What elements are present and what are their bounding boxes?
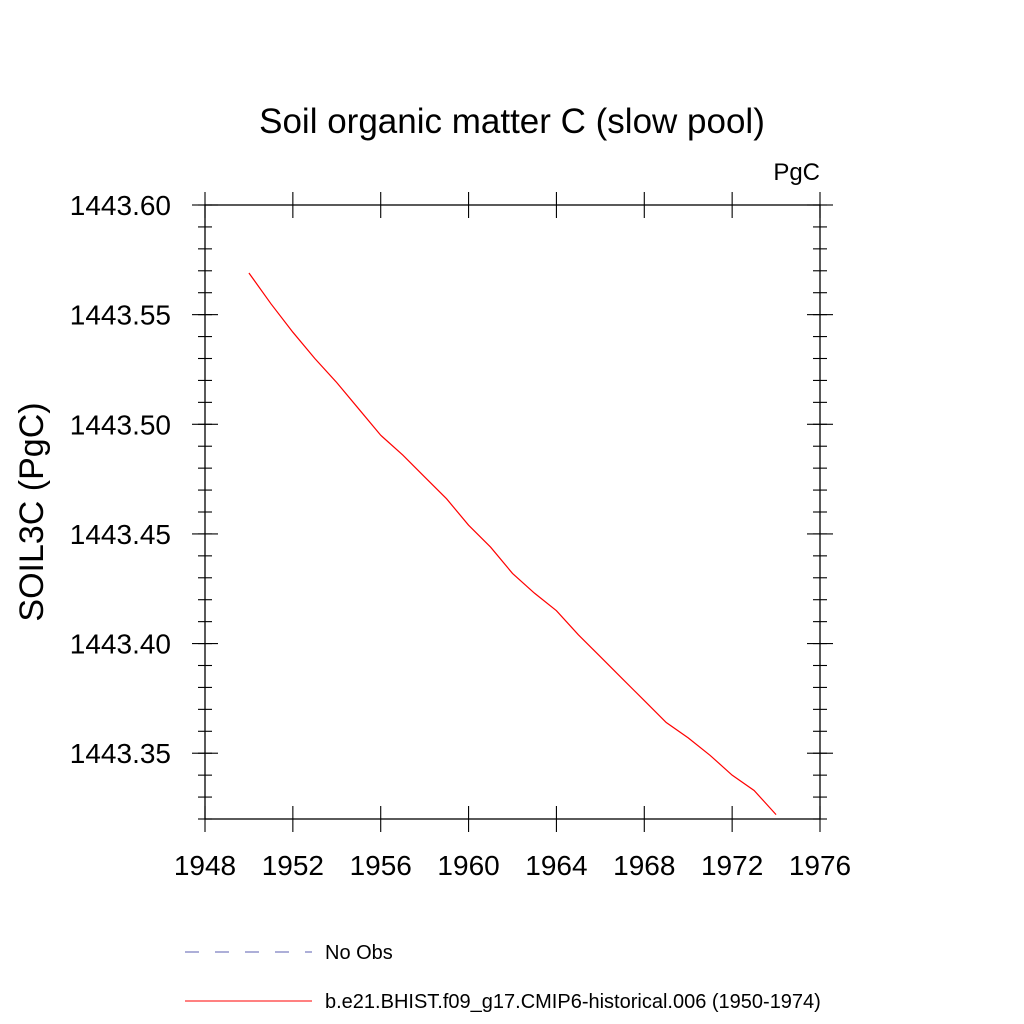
x-tick-label: 1956 <box>350 850 412 881</box>
series-lines <box>248 272 777 816</box>
axis-ticks <box>192 192 833 832</box>
legend: No Obs b.e21.BHIST.f09_g17.CMIP6-historic… <box>185 942 821 1013</box>
x-tick-label: 1952 <box>262 850 324 881</box>
x-tick-label: 1948 <box>174 850 236 881</box>
plot-frame <box>204 204 821 820</box>
y-tick-label: 1443.45 <box>70 519 171 550</box>
x-tick-label: 1968 <box>613 850 675 881</box>
chart-title: Soil organic matter C (slow pool) <box>259 102 765 141</box>
legend-label-1: b.e21.BHIST.f09_g17.CMIP6-historical.006… <box>325 991 821 1013</box>
x-tick-label: 1960 <box>437 850 499 881</box>
x-tick-label: 1976 <box>789 850 851 881</box>
y-tick-label: 1443.35 <box>70 738 171 769</box>
x-tick-label: 1972 <box>701 850 763 881</box>
y-tick-label: 1443.50 <box>70 409 171 440</box>
y-tick-label: 1443.55 <box>70 300 171 331</box>
tick-labels: 1948 1952 1956 1960 1964 1968 1972 1976 1443.35 1… <box>70 190 851 881</box>
y-tick-label: 1443.60 <box>70 190 171 221</box>
y-axis-title: SOIL3C (PgC) <box>13 402 51 621</box>
series-line-1 <box>248 272 777 816</box>
legend-label-0: No Obs <box>325 942 393 964</box>
units-label: PgC <box>773 159 820 186</box>
x-tick-label: 1964 <box>525 850 587 881</box>
y-tick-label: 1443.40 <box>70 629 171 660</box>
